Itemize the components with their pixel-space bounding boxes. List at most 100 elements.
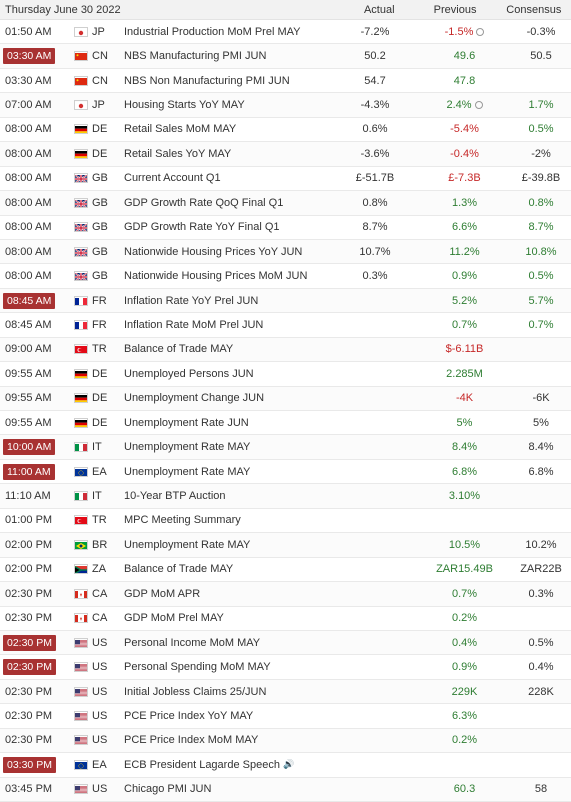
calendar-row[interactable]: 08:00 AM GB GDP Growth Rate QoQ Final Q1 0.… [0, 191, 571, 216]
event-name-link[interactable]: GDP MoM APR [124, 582, 354, 605]
calendar-row[interactable]: 01:50 AM JP Industrial Production MoM Prel… [0, 20, 571, 45]
calendar-row[interactable]: 03:30 AM CN NBS Non Manufacturing PMI JUN 5… [0, 68, 571, 94]
calendar-row[interactable]: 08:00 AM DE Retail Sales MoM MAY 0.6% -5.4% 0… [0, 117, 571, 143]
calendar-row[interactable]: 09:55 AM DE Unemployment Rate JUN 5% 5% [0, 411, 571, 436]
calendar-row[interactable]: 02:00 PM BR Unemployment Rate MAY 10.5% 10.2… [0, 533, 571, 558]
event-name-link[interactable]: PCE Price Index MoM MAY [124, 729, 354, 752]
event-name-link[interactable]: Personal Income MoM MAY [124, 631, 354, 654]
previous-value-text: 11.2% [449, 245, 480, 258]
consensus-value: 10.2% [525, 538, 557, 551]
consensus-value: 6.8% [528, 465, 554, 478]
event-name-link[interactable]: GDP MoM Prel MAY [124, 607, 354, 630]
previous-value: 1.3% [422, 191, 507, 214]
country-code: US [92, 636, 108, 649]
event-name-link[interactable]: NBS Manufacturing PMI JUN [124, 44, 354, 67]
actual-value: 0.6% [362, 123, 388, 136]
event-name-link[interactable]: Unemployment Rate MAY [124, 533, 354, 556]
calendar-row[interactable]: 03:30 AM CN NBS Manufacturing PMI JUN 50.2 4… [0, 44, 571, 69]
calendar-row[interactable]: 02:30 PM CA GDP MoM APR 0.7% 0.3% [0, 582, 571, 607]
column-previous-header[interactable]: Previous [433, 3, 477, 16]
calendar-row[interactable]: 07:00 AM JP Housing Starts YoY MAY -4.3% 2.4… [0, 93, 571, 118]
event-name-link[interactable]: GDP Growth Rate YoY Final Q1 [124, 216, 354, 239]
previous-value: 10.5% [422, 533, 507, 556]
calendar-row[interactable]: 02:30 PM US Personal Income MoM MAY 0.4% 0.5… [0, 630, 571, 656]
event-name-link[interactable]: Personal Spending MoM MAY [124, 655, 354, 678]
country-flag-icon [74, 509, 88, 532]
calendar-row[interactable]: 08:00 AM GB Current Account Q1 £-51.7B £-7.3… [0, 166, 571, 192]
calendar-row[interactable]: 09:55 AM DE Unemployment Change JUN -4K -6K [0, 386, 571, 411]
calendar-row[interactable]: 10:00 AM IT Unemployment Rate MAY 8.4% 8.4% [0, 435, 571, 460]
event-name-link[interactable]: PCE Price Index YoY MAY [124, 704, 354, 727]
actual-value: -3.6% [360, 147, 390, 160]
event-name-link[interactable]: Chicago PMI JUN [124, 778, 354, 801]
calendar-row[interactable]: 11:00 AM EA Unemployment Rate MAY 6.8% 6.8% [0, 459, 571, 485]
calendar-row[interactable]: 08:45 AM FR Inflation Rate MoM Prel JUN 0.7… [0, 313, 571, 338]
event-name-link[interactable]: Retail Sales MoM MAY [124, 118, 354, 141]
consensus-value: 0.5% [528, 636, 554, 649]
event-name-link[interactable]: Nationwide Housing Prices MoM JUN [124, 264, 354, 287]
calendar-row[interactable]: 01:00 PM TR MPC Meeting Summary [0, 508, 571, 534]
calendar-row[interactable]: 08:00 AM GB Nationwide Housing Prices YoY … [0, 239, 571, 265]
country-flag-icon [74, 240, 88, 263]
event-time: 10:00 AM [3, 435, 63, 458]
event-name-link[interactable]: NBS Non Manufacturing PMI JUN [124, 69, 354, 92]
calendar-row[interactable]: 08:00 AM DE Retail Sales YoY MAY -3.6% -0.4%… [0, 142, 571, 167]
calendar-row[interactable]: 02:30 PM US PCE Price Index YoY MAY 6.3% [0, 704, 571, 729]
previous-value-text: 6.6% [451, 221, 478, 234]
country-flag-icon [74, 142, 88, 165]
calendar-row[interactable]: 09:55 AM DE Unemployed Persons JUN 2.285M [0, 362, 571, 387]
previous-value-text: 2.4% [446, 99, 472, 112]
event-name: Chicago PMI JUN [124, 783, 212, 796]
calendar-row[interactable]: 03:45 PM US Chicago PMI JUN 60.3 58 [0, 777, 571, 802]
event-name-link[interactable]: Unemployment Change JUN [124, 387, 354, 410]
event-name-link[interactable]: Unemployment Rate MAY [124, 460, 354, 483]
calendar-row[interactable]: 08:00 AM GB Nationwide Housing Prices MoM … [0, 264, 571, 289]
previous-value: -4K [422, 387, 507, 410]
revised-icon[interactable] [474, 101, 483, 110]
event-name-link[interactable]: Current Account Q1 [124, 167, 354, 190]
event-name-link[interactable]: 10-Year BTP Auction [124, 484, 354, 507]
event-name-link[interactable]: Retail Sales YoY MAY [124, 142, 354, 165]
calendar-row[interactable]: 02:30 PM US Personal Spending MoM MAY 0.9% 0… [0, 655, 571, 680]
calendar-row[interactable]: 02:30 PM US Initial Jobless Claims 25/JUN 2… [0, 679, 571, 705]
country-flag-icon [74, 411, 88, 434]
column-consensus-header[interactable]: Consensus [506, 3, 562, 16]
event-name-link[interactable]: Unemployed Persons JUN [124, 362, 354, 385]
event-name-link[interactable]: Inflation Rate MoM Prel JUN [124, 313, 354, 336]
country-code: US [92, 734, 108, 747]
event-name-link[interactable]: GDP Growth Rate QoQ Final Q1 [124, 191, 354, 214]
consensus-value: 0.5% [528, 270, 554, 283]
actual-value: 54.7 [364, 74, 386, 87]
event-name-link[interactable]: MPC Meeting Summary [124, 509, 354, 532]
event-time: 08:00 AM [3, 264, 63, 287]
calendar-row[interactable]: 02:30 PM CA GDP MoM Prel MAY 0.2% [0, 606, 571, 631]
event-name-link[interactable]: Balance of Trade MAY [124, 338, 354, 361]
previous-value: 6.6% [422, 216, 507, 239]
revised-icon[interactable] [476, 27, 485, 36]
event-time-highlight: 08:45 AM [3, 292, 56, 309]
event-name-link[interactable]: Nationwide Housing Prices YoY JUN [124, 240, 354, 263]
event-name-link[interactable]: Unemployment Rate MAY [124, 435, 354, 458]
consensus-value: £-39.8B [521, 172, 561, 185]
calendar-row[interactable]: 09:00 AM TR Balance of Trade MAY $-6.11B [0, 337, 571, 363]
country-flag-icon [74, 387, 88, 410]
calendar-row[interactable]: 11:10 AM IT 10-Year BTP Auction 3.10% [0, 484, 571, 509]
calendar-row[interactable]: 03:30 PM EA ECB President Lagarde Speech 🔊 [0, 753, 571, 778]
previous-value-text: 10.5% [448, 538, 481, 551]
calendar-row[interactable]: 02:00 PM ZA Balance of Trade MAY ZAR15.49B Z… [0, 557, 571, 583]
event-name-link[interactable]: Industrial Production MoM Prel MAY [124, 20, 354, 43]
event-name-link[interactable]: Initial Jobless Claims 25/JUN [124, 680, 354, 703]
calendar-row[interactable]: 08:00 AM GB GDP Growth Rate YoY Final Q1 8.… [0, 215, 571, 240]
calendar-row[interactable]: 02:30 PM US PCE Price Index MoM MAY 0.2% [0, 728, 571, 754]
event-name-link[interactable]: ECB President Lagarde Speech 🔊 [124, 753, 354, 776]
event-time: 02:30 PM [3, 680, 63, 703]
consensus-value: -0.3% [526, 25, 556, 38]
event-name-link[interactable]: Housing Starts YoY MAY [124, 93, 354, 116]
actual-value [340, 484, 410, 507]
calendar-row[interactable]: 08:45 AM FR Inflation Rate YoY Prel JUN 5.2… [0, 288, 571, 314]
previous-value: 11.2% [422, 240, 507, 263]
event-name-link[interactable]: Unemployment Rate JUN [124, 411, 354, 434]
event-name-link[interactable]: Balance of Trade MAY [124, 558, 354, 581]
column-actual-header[interactable]: Actual [363, 3, 395, 16]
event-name-link[interactable]: Inflation Rate YoY Prel JUN [124, 289, 354, 312]
